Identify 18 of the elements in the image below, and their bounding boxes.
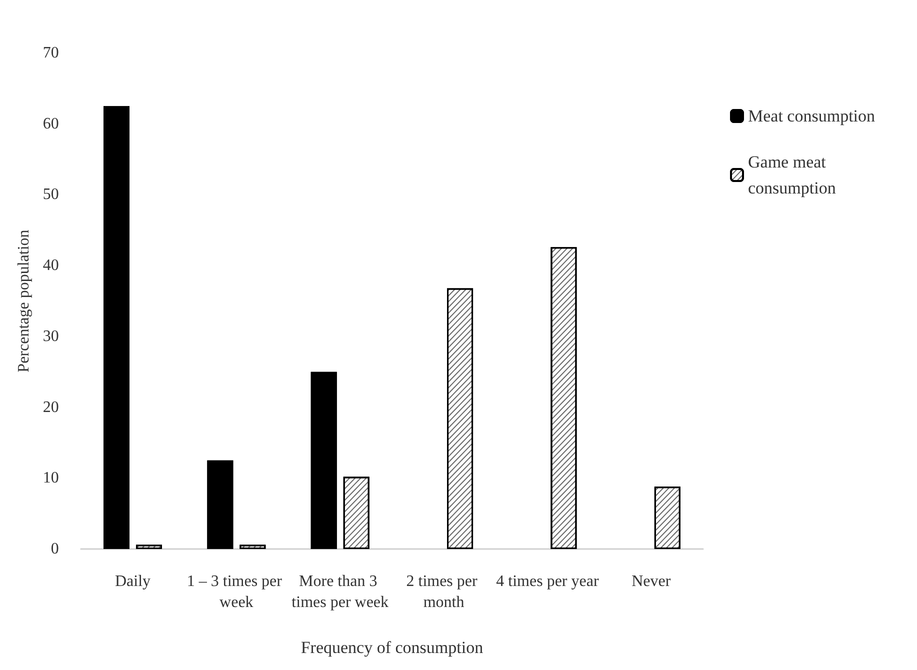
x-tick-label: Daily [114,573,151,590]
y-tick-label: 70 [42,44,59,62]
y-tick-label: 10 [42,470,59,487]
y-tick-label: 0 [50,540,59,558]
y-axis-title: Percentage population [16,230,32,372]
x-tick-label: Never [632,573,672,590]
x-tick-label: 1 – 3 times per week [186,573,286,611]
legend-label: Game meat consumption [748,152,836,198]
y-tick-label: 30 [42,328,59,345]
x-axis-title: Frequency of consumption [300,638,484,657]
y-tick-label: 50 [42,186,59,204]
y-tick-label: 20 [42,398,59,416]
y-tick-label: 40 [42,257,59,274]
x-tick-label: 2 times per month [406,573,482,611]
x-tick-label: 4 times per year [496,573,600,590]
legend-label: Meat consumption [748,106,876,126]
x-tick-label: More than 3 times per week [292,573,389,611]
y-tick-label: 60 [42,115,59,132]
